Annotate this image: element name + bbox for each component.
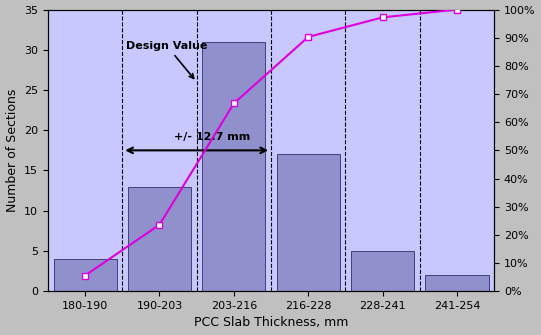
Bar [202,42,266,291]
Bar [54,259,117,291]
Bar [351,251,414,291]
Bar [128,187,191,291]
X-axis label: PCC Slab Thickness, mm: PCC Slab Thickness, mm [194,317,348,329]
Text: +/- 12.7 mm: +/- 12.7 mm [174,132,250,142]
Y-axis label: Number of Sections: Number of Sections [5,89,18,212]
Text: Design Value: Design Value [126,41,207,78]
Bar [276,154,340,291]
Bar [425,275,489,291]
